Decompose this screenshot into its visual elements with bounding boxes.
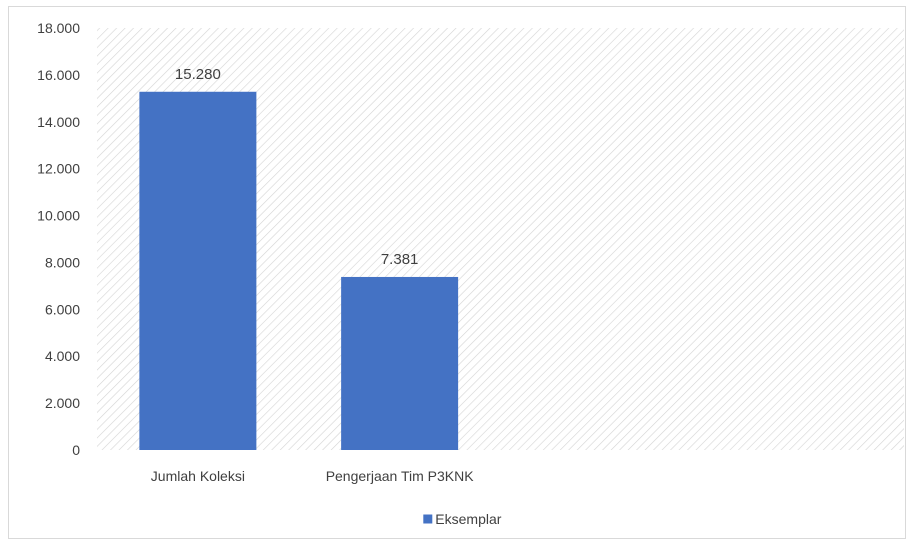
legend-label: Eksemplar (435, 511, 501, 527)
y-tick-label: 8.000 (45, 254, 80, 270)
data-labels: 15.280 7.381 (175, 66, 418, 268)
bar-value-label: 7.381 (381, 251, 419, 268)
y-axis: 0 2.000 4.000 6.000 8.000 10.000 12.000 14.000 1… (37, 20, 80, 458)
bars (139, 91, 459, 450)
y-tick-label: 0 (72, 442, 80, 458)
y-tick-label: 16.000 (37, 67, 80, 83)
x-tick-label: Pengerjaan Tim P3KNK (326, 468, 475, 484)
bar (341, 276, 459, 450)
legend-swatch (423, 514, 433, 524)
y-tick-label: 4.000 (45, 348, 80, 364)
y-tick-label: 10.000 (37, 208, 80, 224)
y-tick-label: 12.000 (37, 161, 80, 177)
y-tick-label: 14.000 (37, 114, 80, 130)
y-tick-label: 2.000 (45, 395, 80, 411)
bar (139, 91, 257, 450)
x-tick-label: Jumlah Koleksi (151, 468, 245, 484)
y-tick-label: 18.000 (37, 20, 80, 36)
x-axis: Jumlah Koleksi Pengerjaan Tim P3KNK (151, 468, 474, 484)
y-tick-label: 6.000 (45, 301, 80, 317)
bar-value-label: 15.280 (175, 66, 221, 83)
legend: Eksemplar (423, 511, 502, 527)
